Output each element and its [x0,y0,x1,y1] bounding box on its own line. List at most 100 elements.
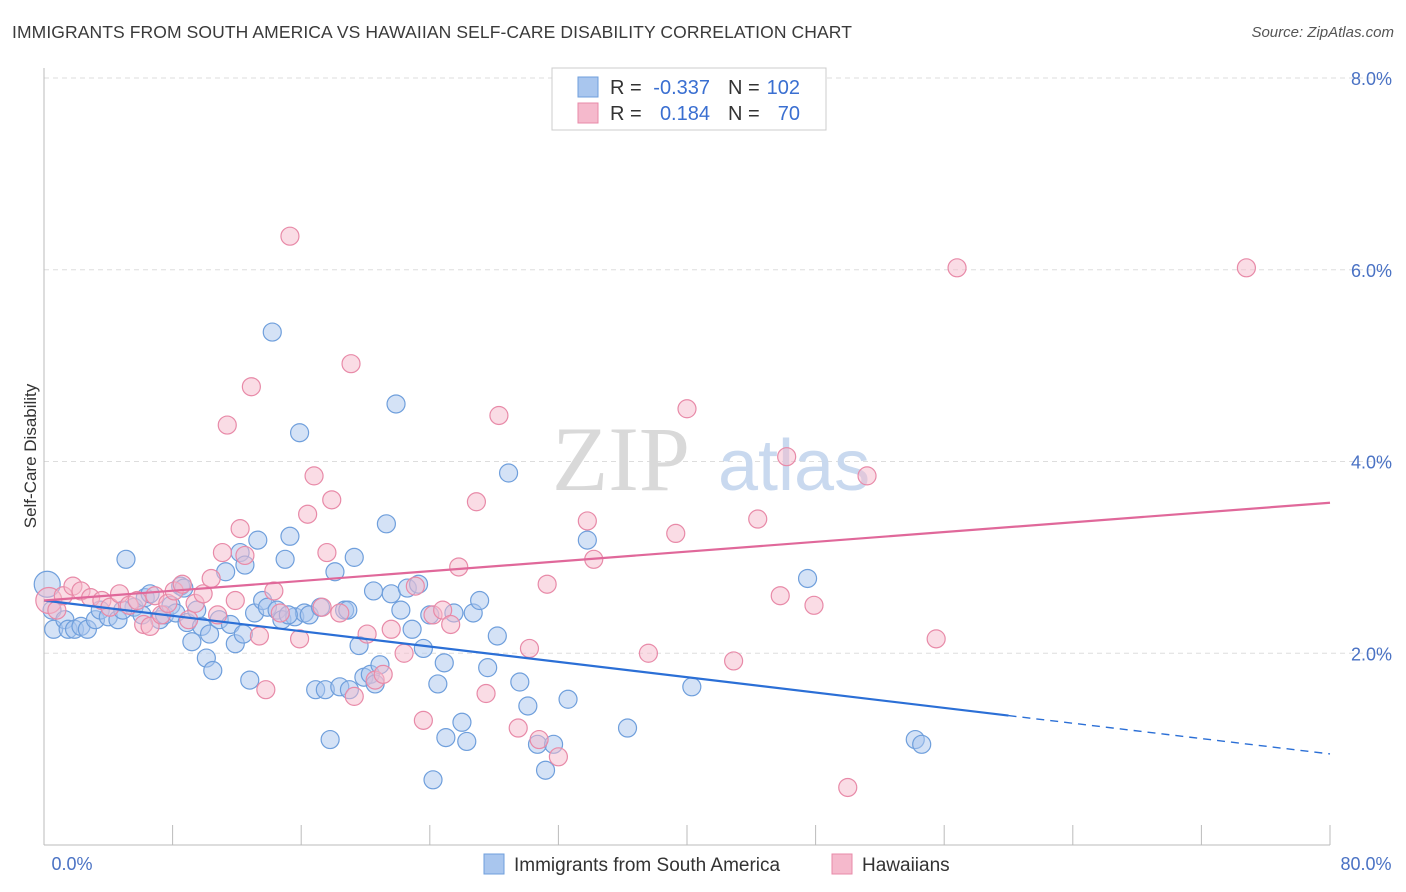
immigrants-point [423,770,443,790]
chart-source: Source: ZipAtlas.com [1251,24,1394,41]
hawaiians-point [322,490,342,510]
immigrants-point [344,547,364,567]
immigrants-point [199,624,220,644]
hawaiians-point [249,626,270,646]
hawaiians-point [838,777,858,798]
watermark-atlas: atlas [718,426,870,506]
hawaiians-point [548,747,569,767]
y-axis-tick-labels: 2.0% 4.0% 6.0% 8.0% [1351,69,1392,664]
immigrants-point [262,322,282,342]
hawaiians-point [770,586,790,606]
immigrants-point [457,731,477,752]
series-immigrants-points [33,322,932,790]
hawaiians-point [748,509,768,529]
legend-bottom-swatch-hawaiians [831,853,853,875]
hawaiians-point [235,545,255,566]
hawaiians-point [476,683,496,704]
watermark-zip: ZIP [552,408,690,510]
y-tick-label-6: 6.0% [1351,261,1392,281]
trend-line-immigrants [43,599,1009,717]
immigrants-point [470,590,490,611]
y-tick-label-8: 8.0% [1351,69,1392,89]
immigrants-point [558,689,578,709]
hawaiians-point [225,590,245,611]
legend-bottom: Immigrants from South America Hawaiians [483,853,950,876]
immigrants-point [240,670,260,690]
immigrants-point [391,600,411,620]
hawaiians-point [140,616,160,637]
hawaiians-point [179,610,199,630]
hawaiians-point [212,542,233,563]
y-axis-label: Self-Care Disability [21,383,40,528]
hawaiians-point [201,568,221,589]
immigrants-point [413,638,433,659]
legend-r-label-a: R = [610,77,642,99]
legend-r-value-a: -0.337 [653,77,710,99]
hawaiians-point [344,686,364,706]
immigrants-point [376,514,396,534]
hawaiians-point [304,466,324,486]
hawaiians-point [926,629,946,649]
immigrants-point [280,526,300,546]
immigrants-point [518,696,538,716]
hawaiians-point [724,651,744,671]
hawaiians-point [577,511,597,531]
hawaiians-point [208,605,228,625]
legend-n-label-a: N = [728,77,760,99]
hawaiians-point [777,447,797,467]
hawaiians-point [289,629,310,649]
hawaiians-point [317,542,337,563]
hawaiians-point [508,718,528,738]
immigrants-point [510,672,530,692]
hawaiians-point [405,576,425,596]
immigrants-point [498,463,519,483]
trend-line-immigrants-extension [1008,714,1331,755]
immigrants-point [381,584,401,604]
hawaiians-point [270,603,290,623]
hawaiians-point [230,519,250,539]
hawaiians-point [489,405,509,426]
hawaiians-point [373,664,393,684]
hawaiians-point [537,574,557,594]
hawaiians-point [256,680,276,700]
immigrants-point [116,549,136,569]
immigrants-point [478,658,498,678]
hawaiians-point [264,581,284,601]
hawaiians-point [1236,258,1257,278]
legend-bottom-swatch-immigrants [483,853,505,875]
immigrants-point [402,619,422,639]
immigrants-point [452,712,472,732]
chart-title: IMMIGRANTS FROM SOUTH AMERICA VS HAWAIIA… [12,22,853,42]
immigrants-point [436,728,456,748]
hawaiians-point [947,258,967,278]
immigrants-point [428,674,448,694]
immigrants-point [248,530,268,550]
hawaiians-point [330,603,350,623]
series-hawaiians-points [35,226,1257,798]
legend-r-value-b: 0.184 [660,103,710,125]
y-tick-label-4: 4.0% [1351,453,1392,473]
hawaiians-point [449,557,469,577]
hawaiians-point [381,619,401,639]
immigrants-point [617,718,638,738]
immigrants-point [275,549,295,569]
hawaiians-point [519,638,540,659]
immigrants-point [289,423,310,443]
hawaiians-point [241,377,261,397]
hawaiians-point [280,226,300,246]
legend-bottom-label-hawaiians: Hawaiians [862,855,950,876]
hawaiians-point [394,643,414,663]
hawaiians-point [217,415,237,435]
immigrants-point [797,568,818,589]
legend-n-value-b: 70 [778,103,800,125]
x-tick-label-min: 0.0% [51,854,92,874]
trend-lines [43,501,1331,755]
hawaiians-point [127,590,147,611]
y-tick-label-2: 2.0% [1351,644,1392,664]
hawaiians-point [413,710,433,730]
hawaiians-point [312,597,332,617]
legend-bottom-label-immigrants: Immigrants from South America [514,855,781,876]
immigrants-point [577,530,597,550]
hawaiians-point [804,595,824,615]
immigrants-point [182,632,202,652]
